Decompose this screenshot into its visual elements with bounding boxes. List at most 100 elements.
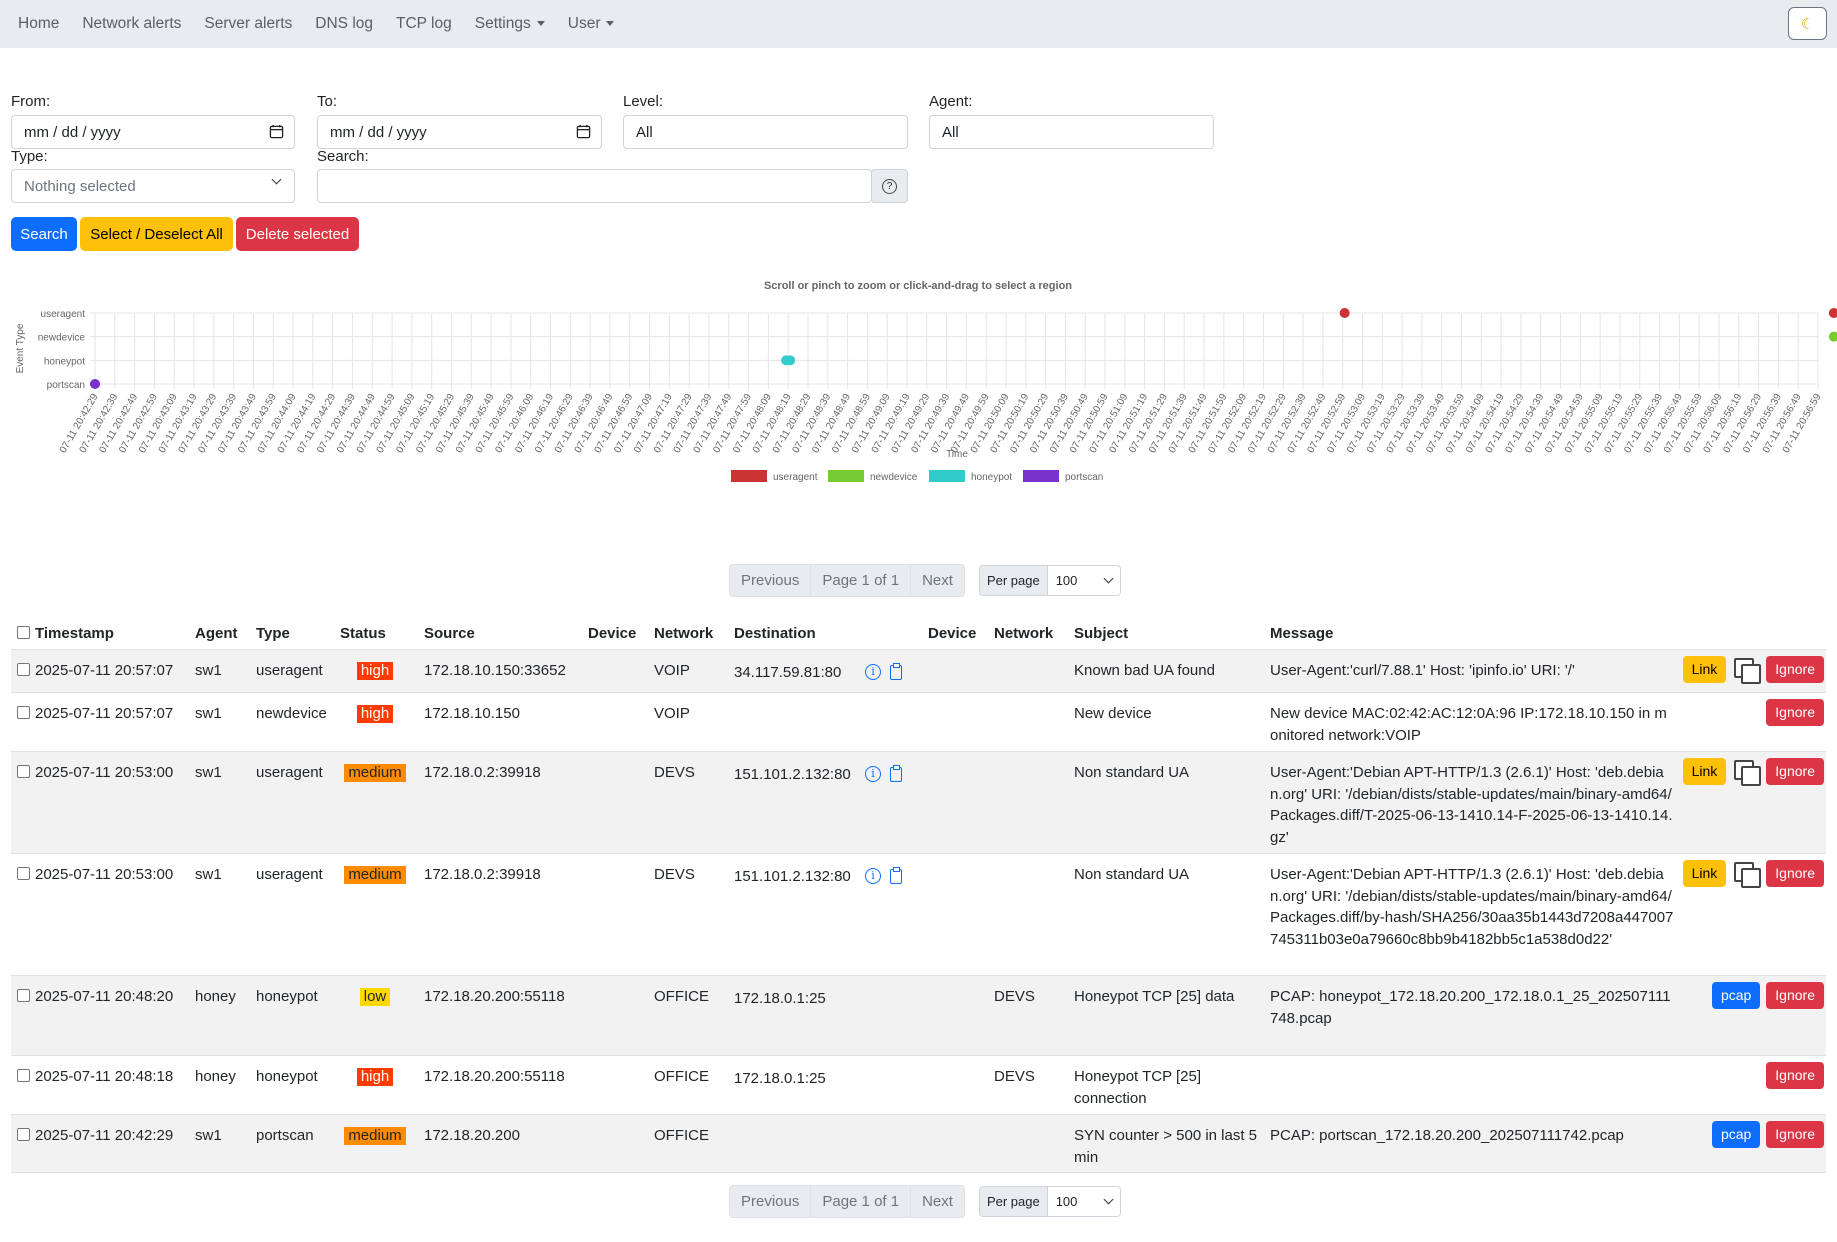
cell-agent: sw1: [195, 1127, 222, 1144]
info-icon[interactable]: i: [865, 766, 881, 783]
info-icon[interactable]: i: [865, 868, 881, 885]
per-page-select[interactable]: Per page 100: [978, 565, 1121, 596]
cell-source: 172.18.10.150: [424, 705, 520, 722]
cell-agent: honey: [195, 1068, 236, 1085]
cell-agent: honey: [195, 988, 236, 1005]
col-destination-network[interactable]: Network: [994, 625, 1054, 642]
info-icon[interactable]: i: [865, 664, 881, 681]
level-value: All: [636, 123, 653, 141]
cell-subject: SYN counter > 500 in last 5 min: [1074, 1127, 1258, 1166]
cell-type: useragent: [256, 662, 323, 679]
theme-toggle-button[interactable]: ☾: [1788, 7, 1827, 40]
nav-dns-log[interactable]: DNS log: [315, 15, 374, 32]
ignore-button[interactable]: Ignore: [1766, 699, 1824, 726]
question-icon: ?: [882, 178, 897, 194]
row-checkbox[interactable]: [17, 867, 30, 880]
col-type[interactable]: Type: [256, 625, 290, 642]
link-button[interactable]: Link: [1682, 656, 1727, 683]
ignore-button[interactable]: Ignore: [1766, 656, 1824, 683]
ignore-button[interactable]: Ignore: [1766, 1062, 1824, 1089]
row-checkbox[interactable]: [17, 1069, 30, 1082]
nav-home[interactable]: Home: [18, 15, 60, 32]
per-page-select[interactable]: Per page 100: [978, 1186, 1121, 1217]
ignore-button[interactable]: Ignore: [1766, 982, 1824, 1009]
link-button[interactable]: Link: [1682, 758, 1727, 785]
cell-agent: sw1: [195, 662, 222, 679]
next-button[interactable]: Next: [922, 1193, 953, 1210]
legend-swatch: [731, 470, 767, 482]
calendar-icon[interactable]: [269, 124, 284, 139]
calendar-icon[interactable]: [576, 124, 591, 139]
table-row: 2025-07-11 20:57:07 sw1 newdevice high 172.1…: [11, 693, 1826, 752]
cell-source: 172.18.20.200:55118: [424, 988, 565, 1005]
col-timestamp[interactable]: Timestamp: [35, 625, 114, 642]
data-point-honeypot: [785, 355, 796, 366]
col-subject[interactable]: Subject: [1074, 625, 1129, 642]
copy-icon[interactable]: [1732, 860, 1762, 888]
level-select[interactable]: All: [623, 115, 908, 149]
cell-source: 172.18.20.200:55118: [424, 1068, 565, 1085]
col-destination[interactable]: Destination: [734, 625, 816, 642]
cell-network: VOIP: [654, 705, 690, 722]
nav-server-alerts[interactable]: Server alerts: [204, 15, 293, 32]
data-point-newdevice: [1828, 331, 1837, 342]
cell-destination: 151.101.2.132:80: [734, 868, 851, 885]
previous-button[interactable]: Previous: [730, 565, 812, 596]
ignore-button[interactable]: Ignore: [1766, 860, 1824, 887]
link-button[interactable]: Link: [1682, 860, 1727, 887]
cell-type: useragent: [256, 866, 323, 883]
cell-message: PCAP: portscan_172.18.20.200_20250711174…: [1270, 1127, 1624, 1144]
col-device[interactable]: Device: [588, 625, 637, 642]
cell-network: VOIP: [654, 662, 690, 679]
search-button[interactable]: Search: [11, 217, 77, 251]
col-agent[interactable]: Agent: [195, 625, 238, 642]
table-body: 2025-07-11 20:57:07 sw1 useragent high 172.1…: [11, 650, 1826, 1173]
previous-button[interactable]: Previous: [730, 1186, 812, 1217]
col-network[interactable]: Network: [654, 625, 714, 642]
row-checkbox[interactable]: [17, 765, 30, 778]
event-scatter-chart[interactable]: Scroll or pinch to zoom or click-and-dra…: [0, 258, 1837, 548]
row-checkbox[interactable]: [17, 663, 30, 676]
col-status[interactable]: Status: [340, 625, 386, 642]
select-all-checkbox[interactable]: [17, 626, 30, 639]
delete-selected-button[interactable]: Delete selected: [236, 217, 359, 251]
event-chart[interactable]: Scroll or pinch to zoom or click-and-dra…: [0, 258, 1837, 548]
row-checkbox[interactable]: [17, 1128, 30, 1141]
copy-icon[interactable]: [1732, 758, 1762, 786]
col-message[interactable]: Message: [1270, 625, 1334, 642]
copy-icon[interactable]: [1732, 656, 1762, 684]
pcap-button[interactable]: pcap: [1711, 982, 1761, 1009]
select-deselect-all-button[interactable]: Select / Deselect All: [80, 217, 233, 251]
per-page-value: 100: [1055, 573, 1078, 588]
status-badge: medium: [344, 1127, 406, 1145]
from-date-input[interactable]: mm / dd / yyyy: [11, 115, 295, 149]
chevron-down-icon: [1103, 573, 1114, 584]
legend-swatch: [828, 470, 864, 482]
clipboard-icon[interactable]: [890, 764, 902, 782]
row-checkbox[interactable]: [17, 989, 30, 1002]
ignore-button[interactable]: Ignore: [1766, 1121, 1824, 1148]
row-checkbox[interactable]: [17, 706, 30, 719]
search-help-button[interactable]: ?: [871, 169, 908, 203]
cell-destination: [734, 693, 865, 751]
nav-settings-dropdown[interactable]: Settings: [475, 15, 545, 33]
clipboard-icon[interactable]: [890, 866, 902, 884]
nav-network-alerts[interactable]: Network alerts: [82, 15, 182, 32]
cell-device: [588, 1056, 654, 1114]
nav-user-dropdown[interactable]: User: [568, 15, 615, 33]
to-date-input[interactable]: mm / dd / yyyy: [317, 115, 602, 149]
cell-device: [588, 1115, 654, 1172]
cell-destination-network: [994, 752, 1074, 853]
pagination-top: Previous Page 1 of 1 Next Per page 100: [729, 564, 1121, 597]
ignore-button[interactable]: Ignore: [1766, 758, 1824, 785]
col-destination-device[interactable]: Device: [928, 625, 977, 642]
clipboard-icon[interactable]: [890, 662, 902, 680]
nav-tcp-log[interactable]: TCP log: [396, 15, 452, 32]
cell-destination-network: [994, 854, 1074, 975]
pcap-button[interactable]: pcap: [1711, 1121, 1761, 1148]
type-multiselect[interactable]: Nothing selected: [11, 169, 295, 203]
col-source[interactable]: Source: [424, 625, 475, 642]
search-input[interactable]: [317, 169, 872, 203]
next-button[interactable]: Next: [922, 572, 953, 589]
agent-select[interactable]: All: [929, 115, 1214, 149]
